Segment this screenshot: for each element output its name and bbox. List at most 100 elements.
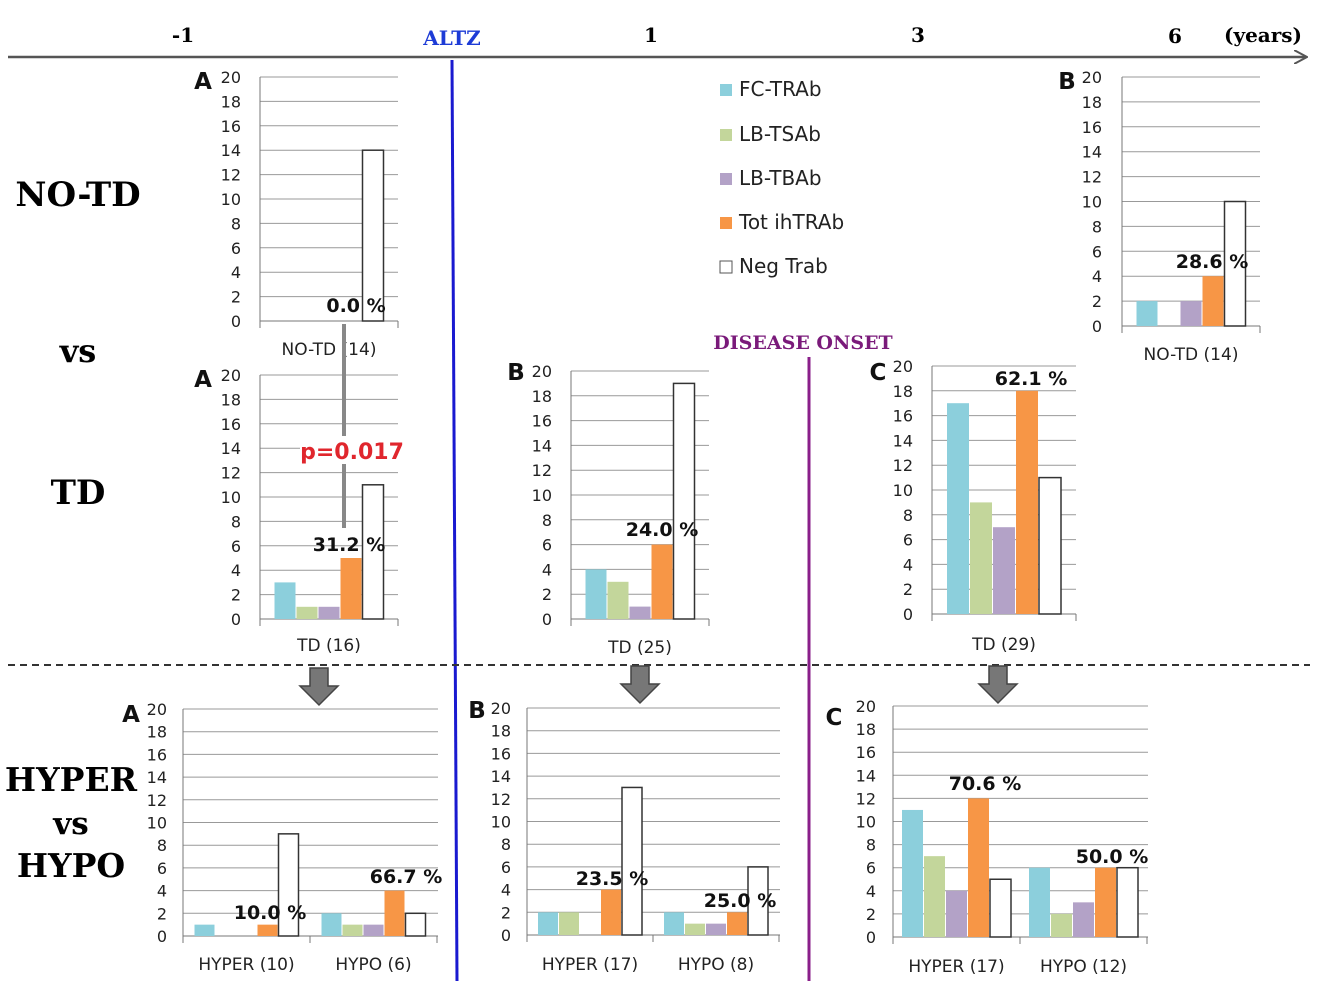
y-tick-label: 2 <box>866 905 876 924</box>
y-tick-label: 14 <box>221 141 241 160</box>
y-tick-label: 4 <box>542 560 552 579</box>
row-label-vs: vs <box>59 332 97 370</box>
y-tick-label: 2 <box>1092 292 1102 311</box>
percent-label: 10.0 % <box>234 902 307 924</box>
legend-label: FC-TRAb <box>739 77 822 101</box>
y-tick-label: 2 <box>501 903 511 922</box>
y-tick-label: 4 <box>157 882 167 901</box>
y-tick-label: 20 <box>1082 68 1102 87</box>
y-tick-label: 14 <box>532 436 552 455</box>
y-tick-label: 10 <box>532 486 552 505</box>
y-tick-label: 6 <box>542 536 552 555</box>
timeline-unit: (years) <box>1224 23 1302 47</box>
y-tick-label: 6 <box>1092 242 1102 261</box>
bar-lb-tbab <box>706 923 726 935</box>
y-tick-label: 16 <box>491 744 511 763</box>
bar-fc-trab <box>664 912 684 935</box>
y-tick-label: 10 <box>856 813 876 832</box>
row-label-vs-2: vs <box>52 806 88 842</box>
legend-label: LB-TBAb <box>739 166 822 190</box>
disease-onset-label: DISEASE ONSET <box>713 332 892 354</box>
bar-neg-trab <box>621 786 643 936</box>
chart-hh_b: 0 2 4 6 8 10 12 14 16 18 20 B HYPER (17) 23.5 % HYPO (… <box>468 698 780 975</box>
percent-label: 31.2 % <box>313 534 386 556</box>
y-tick-label: 8 <box>542 511 552 530</box>
y-tick-label: 16 <box>221 117 241 136</box>
percent-label: 0.0 % <box>326 295 385 317</box>
bar-lb-tsab <box>342 924 363 936</box>
bar-fc-trab <box>274 582 296 619</box>
row-label-td: TD <box>51 473 106 513</box>
y-tick-label: 0 <box>157 927 167 946</box>
category-label: HYPO (6) <box>335 955 411 975</box>
percent-label: 66.7 % <box>370 866 443 888</box>
legend-swatch <box>719 260 733 274</box>
y-tick-label: 14 <box>491 767 511 786</box>
y-tick-label: 8 <box>501 835 511 854</box>
y-tick-label: 6 <box>231 239 241 258</box>
y-tick-label: 0 <box>231 610 241 629</box>
y-tick-label: 12 <box>221 464 241 483</box>
row-label-hyper: HYPER <box>5 760 138 799</box>
y-tick-label: 4 <box>501 881 511 900</box>
y-tick-label: 4 <box>231 263 241 282</box>
y-tick-label: 14 <box>1082 143 1102 162</box>
bar-tot-ihtrab <box>340 558 362 619</box>
y-tick-label: 0 <box>903 605 913 624</box>
bar-neg-trab <box>672 382 696 620</box>
bar-neg-trab <box>989 878 1012 938</box>
category-label: HYPO (12) <box>1040 957 1127 977</box>
timeline-tick-altz: ALTZ <box>422 26 480 50</box>
category-label: HYPER (17) <box>542 955 638 975</box>
bar-lb-tsab <box>559 912 579 935</box>
p-value: p=0.017 <box>300 440 404 465</box>
category-label: HYPER (17) <box>908 957 1004 977</box>
category-label: NO-TD (14) <box>1144 345 1239 365</box>
y-tick-label: 8 <box>903 506 913 525</box>
y-tick-label: 10 <box>491 813 511 832</box>
chart-hh_a: 0 2 4 6 8 10 12 14 16 18 20 A HYPER (10) 10.0 % HYPO (… <box>122 700 442 975</box>
y-tick-label: 14 <box>221 439 241 458</box>
timeline-tick-6: 6 <box>1168 24 1182 48</box>
y-tick-label: 0 <box>866 928 876 947</box>
y-tick-label: 16 <box>893 407 913 426</box>
panel-letter: A <box>122 702 140 728</box>
y-tick-label: 8 <box>157 836 167 855</box>
bar-tot-ihtrab <box>601 889 621 935</box>
row-label-no-td: NO-TD <box>15 175 140 215</box>
y-tick-label: 18 <box>147 723 167 742</box>
bar-lb-tbab <box>993 527 1015 614</box>
y-tick-label: 16 <box>147 745 167 764</box>
bar-lb-tsab <box>607 581 629 619</box>
y-tick-label: 12 <box>856 789 876 808</box>
bar-fc-trab <box>1029 867 1050 937</box>
y-tick-label: 10 <box>1082 193 1102 212</box>
down-arrow-icon <box>298 667 340 707</box>
y-tick-label: 12 <box>893 456 913 475</box>
y-tick-label: 6 <box>231 537 241 556</box>
y-tick-label: 18 <box>221 92 241 111</box>
y-tick-label: 6 <box>157 859 167 878</box>
bar-fc-trab <box>194 924 215 936</box>
down-arrow-icon <box>977 665 1019 705</box>
y-tick-label: 6 <box>903 531 913 550</box>
y-tick-label: 8 <box>231 512 241 531</box>
y-tick-label: 14 <box>893 431 913 450</box>
panel-letter: B <box>507 360 525 386</box>
bar-neg-trab <box>404 912 427 937</box>
bar-lb-tbab <box>1180 301 1202 326</box>
bar-lb-tsab <box>1051 913 1072 937</box>
y-tick-label: 16 <box>532 412 552 431</box>
panel-letter: B <box>468 698 486 724</box>
y-tick-label: 2 <box>231 288 241 307</box>
percent-label: 70.6 % <box>949 773 1022 795</box>
bar-tot-ihtrab <box>1202 276 1224 326</box>
category-label: TD (25) <box>607 638 672 658</box>
y-tick-label: 12 <box>1082 168 1102 187</box>
y-tick-label: 10 <box>221 190 241 209</box>
panel-letter: B <box>1058 69 1076 95</box>
bar-tot-ihtrab <box>257 924 278 936</box>
y-tick-label: 10 <box>893 481 913 500</box>
bar-neg-trab <box>361 484 385 620</box>
